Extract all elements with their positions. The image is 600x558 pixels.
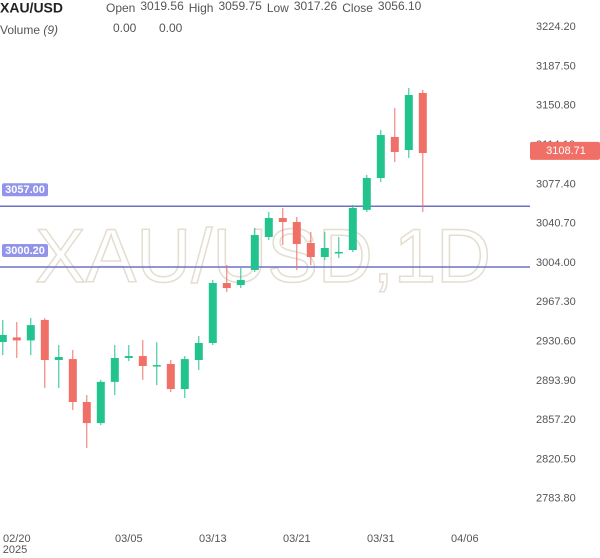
candle-body	[40, 319, 49, 361]
y-tick-label: 3004.00	[536, 257, 576, 269]
y-tick-label: 3224.20	[536, 21, 576, 33]
x-tick-label: 03/21	[283, 533, 311, 545]
candle-body	[348, 207, 357, 251]
y-tick-label: 3077.40	[536, 178, 576, 190]
candle-body	[138, 356, 147, 367]
x-tick-label: 04/06	[451, 533, 479, 545]
candle-body	[68, 359, 77, 402]
candle-body	[166, 363, 175, 390]
hline-label-box	[2, 183, 48, 197]
y-tick-label: 2930.60	[536, 335, 576, 347]
candle-body	[0, 334, 7, 343]
x-tick-label: 03/31	[367, 533, 395, 545]
hline-label: 3000.20	[5, 245, 45, 257]
candle-body	[418, 92, 427, 154]
candle-body	[404, 94, 413, 151]
symbol: XAU/USD	[0, 0, 63, 16]
volume-label: Volume (9)	[0, 23, 58, 37]
legend-value: 3059.75	[218, 0, 262, 13]
hline-label-box	[2, 244, 48, 258]
candle-body	[12, 337, 21, 341]
candle-body	[54, 357, 63, 361]
hline-label: 3057.00	[5, 184, 45, 196]
legend-label: High	[189, 1, 214, 15]
y-tick-label: 2967.30	[536, 296, 576, 308]
y-tick-label: 2857.20	[536, 414, 576, 426]
legend-label: Low	[267, 1, 289, 15]
legend-label: Open	[106, 1, 135, 15]
volume-value: 0.00	[113, 21, 137, 35]
candle-body	[208, 283, 217, 343]
candle-body	[376, 135, 385, 178]
y-tick-label: 2820.50	[536, 453, 576, 465]
legend-value: 3017.26	[294, 0, 338, 13]
volume-value: 0.00	[159, 21, 183, 35]
candle-body	[278, 218, 287, 222]
legend-label: Close	[342, 1, 373, 15]
candle-body	[152, 365, 161, 367]
legend-value: 3019.56	[140, 0, 184, 13]
x-tick-label: 03/05	[115, 533, 143, 545]
candle-body	[96, 381, 105, 424]
y-tick-label: 3187.50	[536, 60, 576, 72]
candle-body	[250, 235, 259, 270]
legend-value: 3056.10	[378, 0, 422, 13]
candle-body	[124, 356, 133, 358]
last-price-box	[530, 141, 600, 160]
candle-body	[306, 242, 315, 257]
candle-body	[194, 342, 203, 361]
x-tick-label: 03/13	[199, 533, 227, 545]
y-tick-label: 2893.90	[536, 375, 576, 387]
last-price-label: 3108.71	[546, 145, 586, 157]
candle-body	[362, 177, 371, 210]
volume-param: (9)	[43, 23, 58, 37]
y-tick-label: 3040.70	[536, 218, 576, 230]
y-tick-label: 2783.80	[536, 493, 576, 505]
x-tick-label: 02/20	[3, 533, 31, 545]
candle-body	[264, 218, 273, 237]
candle-body	[26, 325, 35, 341]
candle-body	[236, 280, 245, 286]
candle-body	[82, 401, 91, 424]
candle-body	[390, 136, 399, 152]
candle-body	[110, 357, 119, 382]
y-tick-label: 3150.80	[536, 100, 576, 112]
x-year-label: 2025	[3, 544, 27, 556]
candle-body	[334, 251, 343, 254]
candle-body	[222, 283, 231, 289]
plot-area	[0, 88, 530, 449]
watermark: XAU/USD,1D	[35, 214, 491, 299]
volume-name: Volume	[0, 23, 40, 37]
candle-body	[320, 248, 329, 257]
candle-body	[180, 359, 189, 390]
candle-body	[292, 221, 301, 245]
